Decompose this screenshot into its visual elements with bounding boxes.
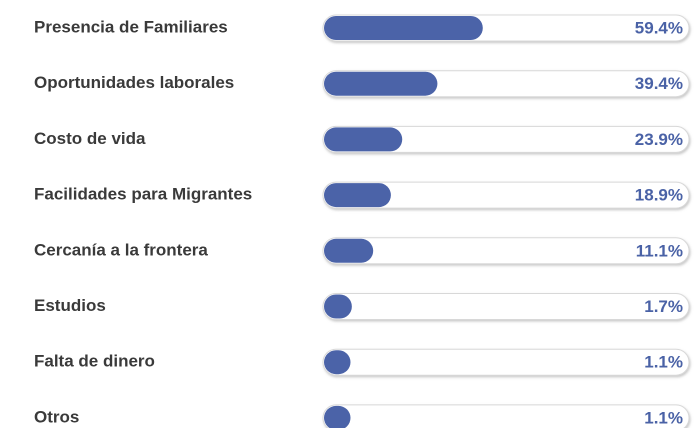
bar-track	[322, 293, 690, 320]
bar-track	[322, 181, 690, 209]
bar	[324, 16, 483, 40]
bar	[324, 350, 351, 375]
bar-track	[322, 125, 690, 153]
bar	[324, 405, 351, 428]
value-label: 1.1%	[644, 408, 683, 427]
bar	[324, 238, 374, 263]
bar-track	[322, 237, 690, 265]
category-label: Otros	[34, 407, 79, 426]
value-label: 39.4%	[635, 74, 683, 93]
bar	[324, 183, 391, 208]
category-label: Oportunidades laborales	[34, 73, 234, 92]
category-label: Estudios	[34, 296, 106, 315]
bar-track	[322, 404, 690, 428]
bar	[324, 127, 403, 152]
bar	[324, 294, 352, 319]
category-label: Facilidades para Migrantes	[34, 185, 252, 204]
bar	[324, 71, 438, 96]
value-label: 1.7%	[644, 297, 683, 316]
value-label: 11.1%	[636, 241, 683, 260]
value-label: 18.9%	[635, 186, 683, 205]
value-label: 1.1%	[644, 353, 683, 372]
value-label: 23.9%	[635, 130, 683, 149]
value-label: 59.4%	[635, 18, 683, 37]
category-label: Cercanía a la frontera	[34, 240, 208, 259]
category-label: Presencia de Familiares	[34, 17, 228, 36]
category-label: Falta de dinero	[34, 352, 155, 371]
bar-track	[322, 348, 690, 376]
category-label: Costo de vida	[34, 129, 146, 148]
